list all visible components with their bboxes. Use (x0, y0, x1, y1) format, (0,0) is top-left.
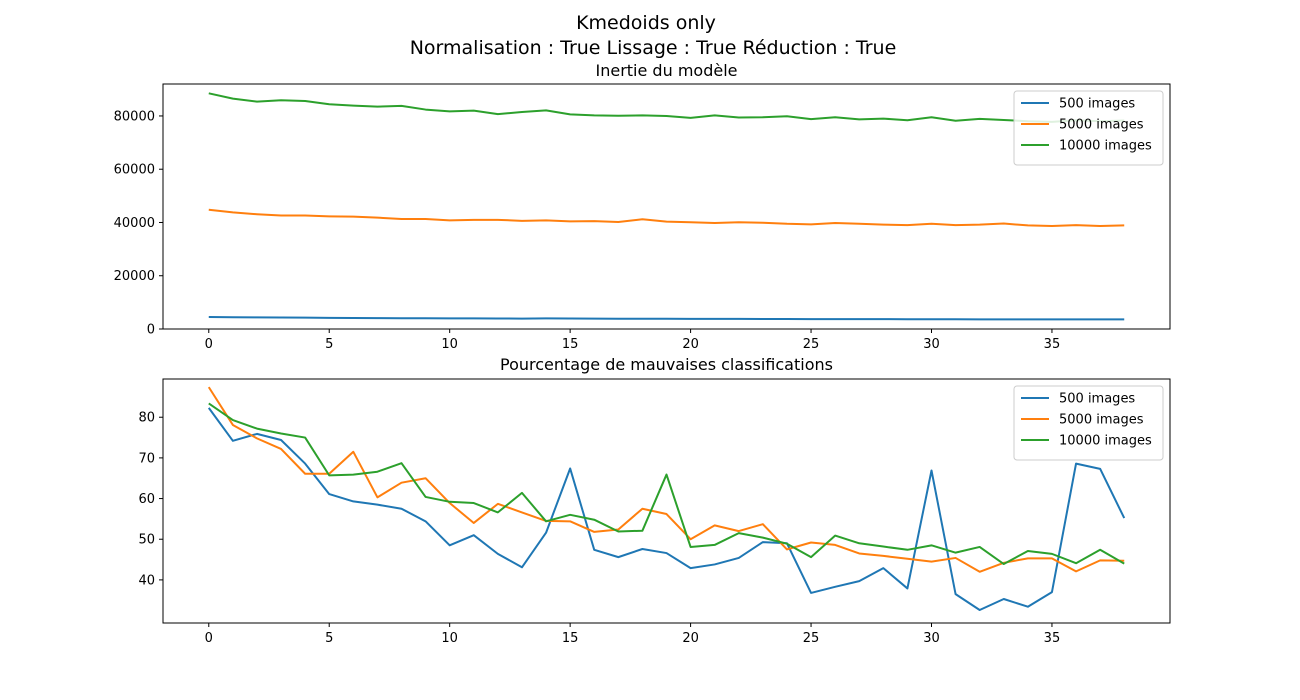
series-line-3 (208, 402, 1125, 566)
chart-panel-1: Inertie du modèle 0 5 10 15 20 25 30 35 0 20000 400… (114, 61, 1171, 352)
figure-title-line1: Kmedoids only (576, 12, 716, 34)
series-line-1 (207, 407, 1126, 611)
x-tick-label: 25 (803, 337, 820, 352)
y-tick-label: 80000 (114, 109, 155, 124)
series-line-2 (208, 208, 1125, 227)
series-line-3 (208, 92, 1125, 123)
chart-title: Inertie du modèle (596, 61, 738, 80)
legend-label: 10000 images (1059, 139, 1152, 154)
x-tick-label: 0 (205, 337, 213, 352)
x-tick-label: 20 (682, 631, 699, 646)
legend-label: 10000 images (1059, 434, 1152, 449)
x-tick-label: 15 (562, 631, 579, 646)
plot-area-frame (162, 83, 1171, 330)
x-tick-label: 0 (205, 631, 213, 646)
legend-label: 5000 images (1059, 413, 1144, 428)
x-tick-label: 35 (1044, 631, 1061, 646)
x-tick-label: 35 (1044, 337, 1061, 352)
y-tick-label: 40000 (114, 216, 155, 231)
x-tick-label: 10 (441, 631, 458, 646)
x-tick-label: 30 (923, 337, 940, 352)
x-tick-label: 20 (682, 337, 699, 352)
legend: 500 images 5000 images 10000 images (1013, 385, 1164, 461)
y-tick-label: 60 (138, 492, 155, 507)
chart-title: Pourcentage de mauvaises classifications (500, 355, 833, 374)
y-tick-label: 60000 (114, 163, 155, 178)
legend-label: 500 images (1059, 97, 1135, 112)
y-tick-label: 20000 (114, 269, 155, 284)
x-tick-label: 10 (441, 337, 458, 352)
y-tick-label: 80 (138, 411, 155, 426)
x-tick-label: 5 (325, 337, 333, 352)
y-tick-label: 0 (147, 323, 155, 338)
x-tick-label: 25 (803, 631, 820, 646)
legend: 500 images 5000 images 10000 images (1013, 90, 1164, 166)
legend-box (1013, 385, 1164, 461)
y-tick-label: 70 (138, 451, 155, 466)
legend-box (1013, 90, 1164, 166)
x-tick-label: 5 (325, 631, 333, 646)
legend-label: 500 images (1059, 392, 1135, 407)
series-line-1 (208, 316, 1125, 321)
plot-area-frame (162, 378, 1171, 624)
figure-title-line2: Normalisation : True Lissage : True Rédu… (410, 37, 897, 59)
legend-label: 5000 images (1059, 118, 1144, 133)
series-line-2 (207, 386, 1125, 573)
y-tick-label: 50 (138, 533, 155, 548)
x-tick-label: 15 (562, 337, 579, 352)
y-tick-label: 40 (138, 573, 155, 588)
x-tick-label: 30 (923, 631, 940, 646)
chart-panel-2: Pourcentage de mauvaises classifications… (138, 355, 1171, 646)
